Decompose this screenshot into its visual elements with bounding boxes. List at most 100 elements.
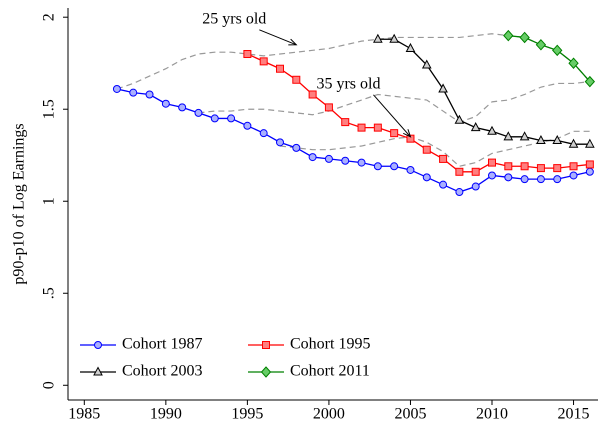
point [438, 83, 448, 93]
point [439, 180, 448, 189]
point [210, 114, 219, 123]
point [568, 138, 579, 148]
point [421, 59, 432, 69]
legend-label: Cohort 2011 [290, 363, 370, 380]
point [308, 153, 317, 162]
point [373, 33, 383, 43]
point [552, 44, 563, 57]
y-axis-label: p90-p10 of Log Earnings [11, 123, 28, 284]
point [422, 173, 431, 182]
point [535, 39, 547, 51]
y-tick-label: 1 [41, 197, 58, 205]
point [553, 164, 562, 173]
x-tick-label: 2000 [313, 406, 345, 423]
point [389, 33, 399, 43]
y-tick-label: 1.5 [41, 99, 58, 119]
point [455, 167, 464, 176]
x-tick-label: 1995 [231, 406, 263, 423]
point [276, 138, 284, 147]
point [487, 125, 497, 135]
annotation-arrow [259, 29, 297, 46]
point [471, 182, 480, 191]
point [243, 121, 252, 130]
point [585, 160, 594, 169]
legend-marker [260, 366, 272, 378]
point [324, 103, 333, 112]
point [585, 138, 595, 148]
point [504, 162, 513, 171]
point [259, 129, 268, 138]
point [470, 122, 481, 132]
annotation: 25 yrs old [202, 10, 266, 27]
point [422, 145, 431, 154]
annotation-arrow [373, 94, 411, 138]
point [519, 131, 530, 141]
point [584, 75, 596, 88]
point [406, 134, 415, 143]
point [569, 162, 578, 171]
point [341, 156, 350, 165]
annotation-arrowhead [288, 38, 298, 46]
y-tick-label: 0 [41, 381, 58, 389]
x-tick-label: 2005 [394, 406, 426, 423]
point [161, 99, 170, 108]
point [405, 42, 416, 52]
age-line [198, 81, 590, 123]
point [471, 167, 480, 176]
point [569, 171, 578, 180]
y-tick-label: .5 [41, 287, 58, 299]
point [536, 134, 546, 145]
legend-marker [94, 341, 102, 349]
point [503, 29, 514, 42]
point [439, 154, 448, 163]
x-tick-label: 1985 [68, 406, 100, 423]
point [357, 158, 366, 167]
point [129, 88, 138, 97]
point [520, 162, 529, 171]
point [455, 188, 464, 197]
legend-label: Cohort 1987 [122, 336, 202, 353]
annotation-arrowhead [403, 129, 412, 138]
point [585, 167, 594, 176]
point [568, 57, 579, 69]
point [373, 162, 382, 171]
point [454, 114, 465, 124]
y-tick-label: 2 [41, 13, 58, 21]
annotation: 35 yrs old [316, 75, 380, 92]
point [519, 31, 530, 44]
series-line [247, 53, 590, 173]
point [488, 158, 496, 167]
legend-marker [262, 341, 270, 349]
legend-label: Cohort 2003 [122, 363, 202, 380]
point [292, 75, 301, 84]
point [373, 123, 382, 132]
point [292, 143, 301, 152]
series-line [508, 34, 591, 83]
point [390, 129, 399, 138]
legend-marker [93, 366, 103, 376]
point [308, 90, 317, 99]
point [243, 50, 252, 59]
point [341, 118, 350, 127]
series-line [116, 88, 590, 193]
point [357, 123, 366, 132]
x-tick-label: 2015 [558, 406, 590, 423]
point [406, 165, 415, 174]
x-tick-label: 1990 [150, 406, 182, 423]
point [324, 154, 333, 163]
point [536, 164, 545, 173]
point [259, 57, 268, 66]
point [503, 131, 514, 141]
point [276, 64, 284, 73]
x-tick-label: 2010 [476, 406, 508, 423]
legend-label: Cohort 1995 [290, 336, 370, 353]
point [145, 90, 154, 99]
point [178, 103, 187, 112]
point [112, 84, 121, 93]
point [520, 175, 529, 184]
point [390, 162, 399, 171]
point [553, 175, 562, 184]
point [536, 175, 545, 184]
point [488, 171, 496, 180]
